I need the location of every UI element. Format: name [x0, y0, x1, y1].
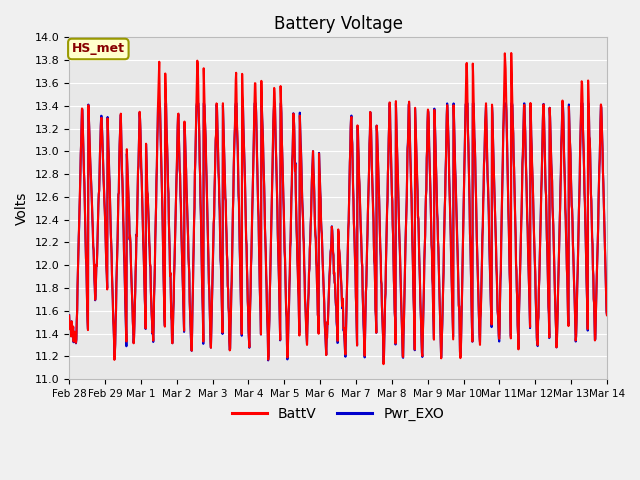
Pwr_EXO	[154, 100, 162, 106]
Legend: BattV, Pwr_EXO: BattV, Pwr_EXO	[227, 402, 450, 427]
BattV	[65, 313, 73, 319]
Text: HS_met: HS_met	[72, 42, 125, 56]
BattV	[380, 361, 387, 367]
Line: BattV: BattV	[69, 53, 607, 364]
BattV	[465, 183, 473, 189]
Title: Battery Voltage: Battery Voltage	[273, 15, 403, 33]
BattV	[381, 320, 388, 326]
BattV	[182, 156, 189, 161]
Pwr_EXO	[408, 216, 416, 221]
Pwr_EXO	[65, 312, 73, 318]
Pwr_EXO	[246, 345, 253, 351]
BattV	[408, 195, 415, 201]
Pwr_EXO	[380, 359, 387, 365]
Pwr_EXO	[547, 160, 555, 166]
Pwr_EXO	[603, 312, 611, 318]
BattV	[508, 50, 515, 56]
Line: Pwr_EXO: Pwr_EXO	[69, 103, 607, 362]
BattV	[245, 336, 253, 342]
BattV	[547, 160, 555, 166]
Pwr_EXO	[381, 297, 389, 303]
Y-axis label: Volts: Volts	[15, 192, 29, 225]
BattV	[603, 312, 611, 318]
Pwr_EXO	[466, 202, 474, 208]
Pwr_EXO	[182, 167, 190, 172]
